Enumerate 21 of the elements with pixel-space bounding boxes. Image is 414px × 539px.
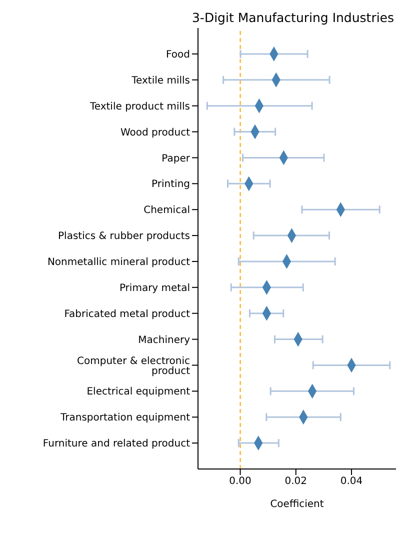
y-tick-label: Primary metal (119, 282, 190, 294)
y-tick-label: Nonmetallic mineral product (47, 257, 190, 268)
y-tick-label: Printing (152, 179, 190, 190)
y-tick-label: Electrical equipment (86, 386, 190, 398)
chart-title: 3-Digit Manufacturing Industries (190, 10, 396, 25)
y-tick-label: Machinery (138, 334, 190, 346)
y-tick-label: Fabricated metal product (64, 308, 190, 320)
y-tick-label: Chemical (144, 205, 190, 216)
y-tick-label: Computer & electronic product (77, 356, 190, 377)
y-tick-label: Furniture and related product (42, 438, 190, 450)
y-tick-label: Textile product mills (88, 101, 190, 112)
x-tick-label: 0.02 (284, 476, 308, 488)
x-axis-title: Coefficient (270, 499, 324, 510)
y-tick-label: Wood product (120, 127, 190, 138)
y-tick-label: Food (166, 49, 190, 60)
x-tick-label: 0.04 (340, 476, 363, 488)
y-tick-label: Plastics & rubber products (58, 231, 190, 242)
y-tick-label: Paper (162, 153, 191, 164)
x-tick-label: 0.00 (229, 476, 252, 488)
y-tick-label: Textile mills (130, 75, 190, 86)
y-tick-label: Transportation equipment (59, 412, 190, 424)
